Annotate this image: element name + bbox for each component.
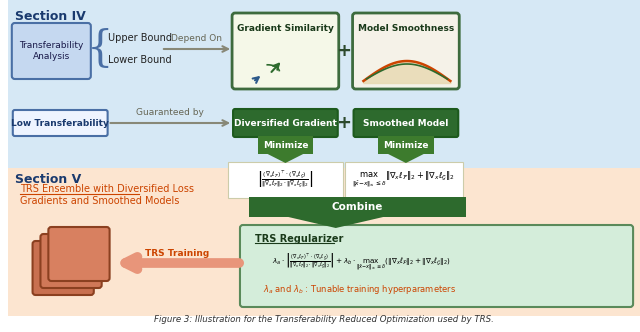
Text: Guaranteed by: Guaranteed by [136, 108, 204, 117]
FancyBboxPatch shape [49, 227, 109, 281]
FancyBboxPatch shape [240, 225, 633, 307]
Text: Combine: Combine [332, 202, 383, 212]
Text: TRS Training: TRS Training [145, 249, 209, 258]
FancyBboxPatch shape [8, 0, 640, 168]
FancyBboxPatch shape [8, 168, 640, 316]
Text: Minimize: Minimize [262, 140, 308, 149]
FancyBboxPatch shape [249, 197, 466, 217]
Text: Low Transferability: Low Transferability [12, 119, 109, 127]
Text: $\left|\frac{(\nabla_x \ell_{\mathcal{F}})^\top \cdot (\nabla_x \ell_{\mathcal{G: $\left|\frac{(\nabla_x \ell_{\mathcal{F}… [257, 170, 314, 190]
Text: $\lambda_a \cdot \left|\frac{(\nabla_x \ell_{\mathcal{F}})^\top \cdot (\nabla_x : $\lambda_a \cdot \left|\frac{(\nabla_x \… [272, 251, 451, 273]
FancyBboxPatch shape [232, 13, 339, 89]
Text: Smoothed Model: Smoothed Model [364, 119, 449, 127]
Text: Section V: Section V [15, 173, 81, 186]
Text: Minimize: Minimize [383, 140, 429, 149]
Text: $\lambda_a$ and $\lambda_b$ : Tunable training hyperparameters: $\lambda_a$ and $\lambda_b$ : Tunable tr… [262, 283, 456, 296]
Text: $\max_{\|\hat{x}-x\|_\infty \leq \delta}\|\nabla_x \ell_{\mathcal{F}}\|_2 + \|\n: $\max_{\|\hat{x}-x\|_\infty \leq \delta}… [353, 170, 456, 190]
FancyBboxPatch shape [353, 109, 458, 137]
FancyBboxPatch shape [378, 136, 433, 154]
Text: Section IV: Section IV [15, 10, 86, 23]
Text: +: + [336, 114, 351, 132]
FancyBboxPatch shape [228, 162, 342, 198]
FancyBboxPatch shape [233, 109, 338, 137]
Polygon shape [388, 154, 424, 163]
FancyBboxPatch shape [33, 241, 94, 295]
Text: Gradient Similarity: Gradient Similarity [237, 24, 334, 33]
Text: Upper Bound: Upper Bound [108, 33, 172, 43]
Text: Transferability
Analysis: Transferability Analysis [19, 41, 83, 61]
FancyBboxPatch shape [13, 110, 108, 136]
FancyBboxPatch shape [345, 162, 463, 198]
Polygon shape [289, 217, 383, 228]
Text: Figure 3: Illustration for the Transferability Reduced Optimization used by TRS.: Figure 3: Illustration for the Transfera… [154, 315, 494, 324]
Text: Depend On: Depend On [171, 34, 222, 43]
Text: Lower Bound: Lower Bound [108, 55, 172, 65]
Text: Model Smoothness: Model Smoothness [358, 24, 454, 33]
Text: {: { [86, 28, 113, 70]
FancyBboxPatch shape [12, 23, 91, 79]
Text: TRS Ensemble with Diversified Loss
Gradients and Smoothed Models: TRS Ensemble with Diversified Loss Gradi… [20, 184, 194, 206]
Text: Diversified Gradient: Diversified Gradient [234, 119, 337, 127]
FancyBboxPatch shape [40, 234, 102, 288]
FancyBboxPatch shape [353, 13, 460, 89]
Text: TRS Regularizer: TRS Regularizer [255, 234, 343, 244]
Polygon shape [268, 154, 303, 163]
FancyBboxPatch shape [258, 136, 313, 154]
Text: +: + [336, 42, 351, 60]
